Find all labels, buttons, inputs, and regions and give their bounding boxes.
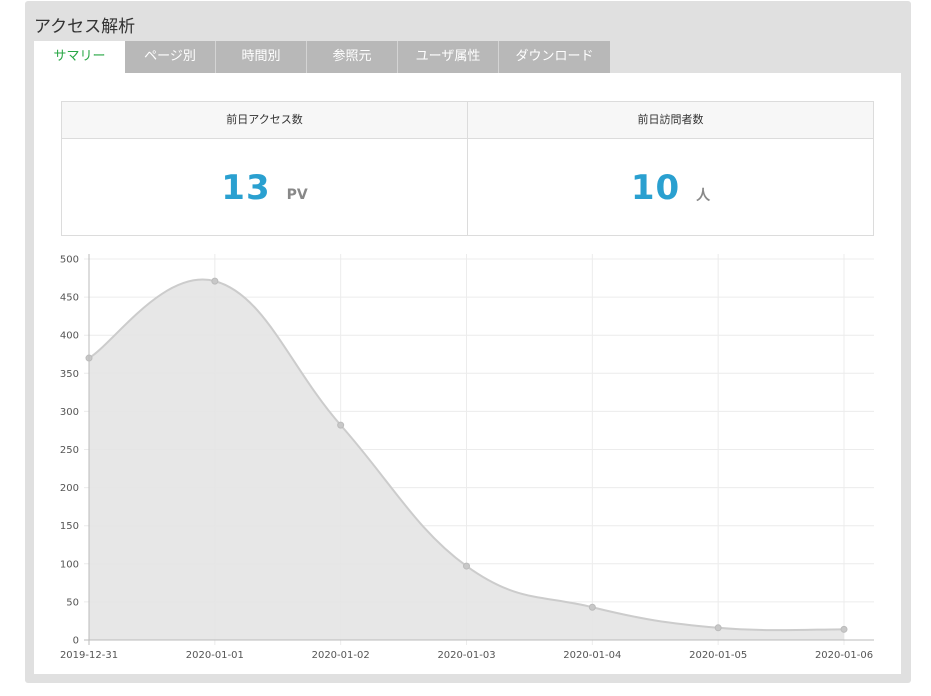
pageviews-unit: PV xyxy=(286,186,308,203)
stat-cards: 前日アクセス数 13 PV 前日訪問者数 10 人 xyxy=(61,101,874,236)
tab-user-attributes[interactable]: ユーザ属性 xyxy=(398,41,499,73)
x-tick-label: 2020-01-06 xyxy=(815,650,873,661)
pageviews-card: 前日アクセス数 13 PV xyxy=(61,101,468,236)
y-tick-label: 200 xyxy=(60,483,79,494)
x-tick-label: 2020-01-01 xyxy=(186,650,244,661)
tab-bar: サマリー ページ別 時間別 参照元 ユーザ属性 ダウンロード xyxy=(34,41,610,73)
tab-referrers[interactable]: 参照元 xyxy=(307,41,398,73)
x-tick-label: 2020-01-04 xyxy=(563,650,621,661)
x-tick-label: 2019-12-31 xyxy=(60,650,118,661)
visitors-card: 前日訪問者数 10 人 xyxy=(467,101,874,236)
data-point xyxy=(714,624,722,632)
visitors-unit: 人 xyxy=(696,187,711,204)
tab-hourly[interactable]: 時間別 xyxy=(216,41,307,73)
y-tick-label: 150 xyxy=(60,521,79,532)
pageviews-card-body: 13 PV xyxy=(62,139,467,236)
data-point xyxy=(840,625,848,633)
y-tick-label: 450 xyxy=(60,293,79,304)
y-tick-label: 350 xyxy=(60,369,79,380)
y-tick-label: 300 xyxy=(60,407,79,418)
data-point xyxy=(463,562,470,570)
y-tick-label: 500 xyxy=(60,255,79,266)
tab-downloads[interactable]: ダウンロード xyxy=(499,41,610,73)
panel-title: アクセス解析 xyxy=(34,17,136,37)
x-tick-label: 2020-01-03 xyxy=(437,650,495,661)
visitors-value: 10 xyxy=(630,167,681,208)
pageviews-value: 13 xyxy=(221,167,271,208)
data-point xyxy=(337,421,345,429)
tab-pages[interactable]: ページ別 xyxy=(125,41,216,73)
data-point xyxy=(588,603,596,611)
y-tick-label: 50 xyxy=(66,597,79,608)
tab-summary[interactable]: サマリー xyxy=(34,41,125,73)
visitors-card-label: 前日訪問者数 xyxy=(468,102,873,139)
data-point xyxy=(211,277,219,285)
y-tick-label: 250 xyxy=(60,445,79,456)
y-tick-label: 100 xyxy=(60,559,79,570)
pageviews-card-label: 前日アクセス数 xyxy=(62,102,467,139)
series-area xyxy=(89,279,844,640)
y-tick-label: 400 xyxy=(60,331,79,342)
x-tick-label: 2020-01-05 xyxy=(689,650,747,661)
x-tick-label: 2020-01-02 xyxy=(312,650,370,661)
visitors-card-body: 10 人 xyxy=(468,139,873,236)
y-tick-label: 0 xyxy=(73,636,79,647)
